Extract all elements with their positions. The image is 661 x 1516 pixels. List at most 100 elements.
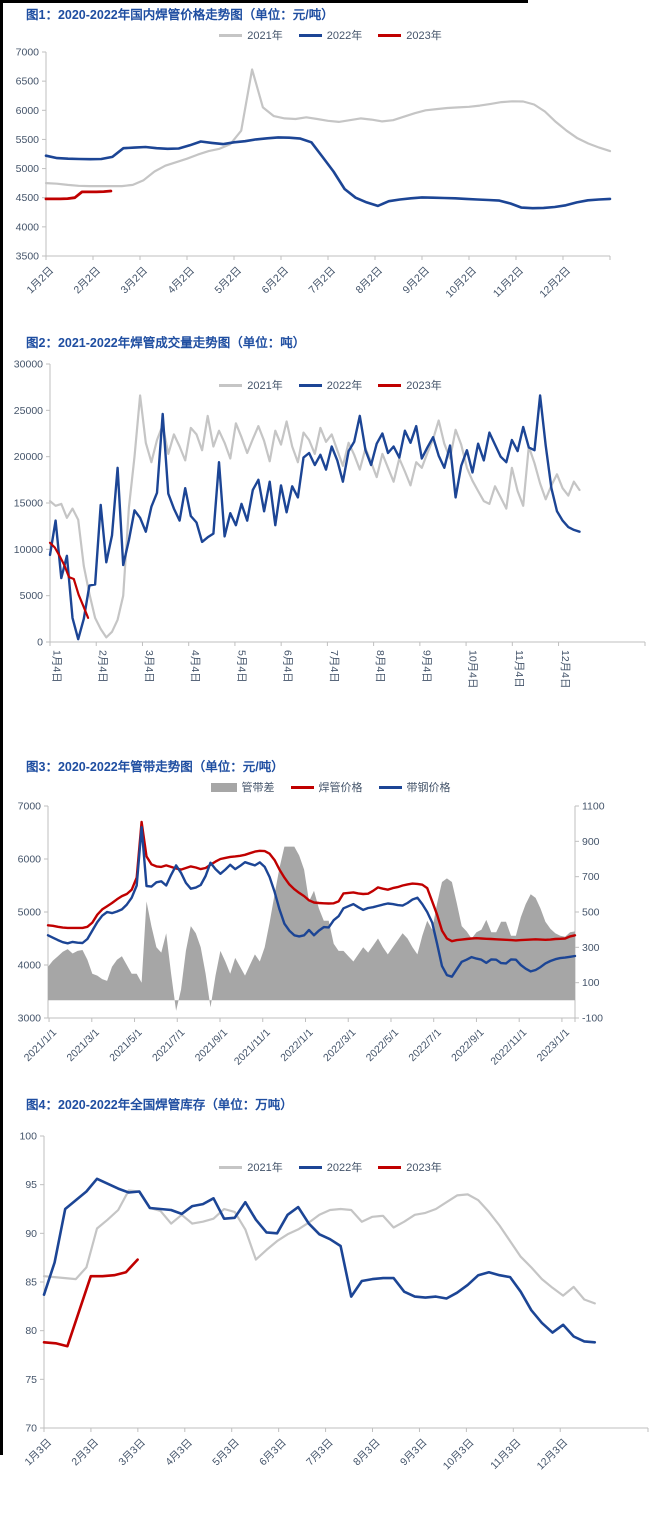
table-border-top xyxy=(0,0,528,3)
svg-text:5月4日: 5月4日 xyxy=(235,650,247,683)
svg-text:4月2日: 4月2日 xyxy=(166,265,198,297)
svg-text:1月4日: 1月4日 xyxy=(51,650,63,683)
legend-swatch-line xyxy=(378,1165,402,1169)
svg-text:4500: 4500 xyxy=(16,192,40,204)
svg-text:8月2日: 8月2日 xyxy=(354,265,386,297)
legend-swatch-line xyxy=(378,383,402,387)
svg-text:70: 70 xyxy=(25,1423,37,1435)
legend-swatch-line xyxy=(219,1165,243,1169)
legend-item: 2021年 xyxy=(219,1159,283,1175)
legend-item: 2023年 xyxy=(378,377,442,393)
svg-text:2023/1/1: 2023/1/1 xyxy=(535,1027,572,1064)
svg-text:5500: 5500 xyxy=(16,134,40,146)
svg-text:300: 300 xyxy=(582,942,600,954)
legend-item: 管带差 xyxy=(210,779,275,795)
svg-text:11月4日: 11月4日 xyxy=(513,650,525,688)
svg-text:1月3日: 1月3日 xyxy=(23,1437,55,1469)
chart2-canvas: 0 5000 10000 15000 20000 25000 30000 1月4日 2月4日 3月… xyxy=(14,359,646,689)
legend-label: 管带差 xyxy=(241,782,275,794)
svg-text:7000: 7000 xyxy=(18,801,42,813)
legend-label: 2022年 xyxy=(326,30,363,42)
svg-text:8月4日: 8月4日 xyxy=(374,650,386,683)
svg-text:90: 90 xyxy=(25,1228,37,1240)
legend-swatch-area xyxy=(210,782,237,792)
svg-text:2022/7/1: 2022/7/1 xyxy=(406,1027,443,1064)
chart2-legend: 2021年 2022年 2023年 xyxy=(0,376,661,394)
svg-text:2021/11/1: 2021/11/1 xyxy=(232,1027,273,1068)
svg-text:-100: -100 xyxy=(582,1013,603,1025)
table-border-left xyxy=(0,0,3,1455)
svg-text:2022/1/1: 2022/1/1 xyxy=(278,1027,315,1064)
legend-swatch-line xyxy=(298,383,322,387)
chart4-title: 图4：2020-2022年全国焊管库存（单位：万吨） xyxy=(26,1098,293,1112)
legend-label: 带钢价格 xyxy=(406,782,451,794)
svg-text:10月3日: 10月3日 xyxy=(441,1437,477,1473)
svg-text:2月4日: 2月4日 xyxy=(97,650,109,683)
svg-text:10月4日: 10月4日 xyxy=(467,650,479,689)
legend-swatch-line xyxy=(290,785,314,789)
svg-text:5000: 5000 xyxy=(20,590,44,602)
svg-text:6月2日: 6月2日 xyxy=(260,265,292,297)
svg-text:11月2日: 11月2日 xyxy=(491,265,526,300)
chart3-title: 图3：2020-2022年管带走势图（单位：元/吨） xyxy=(26,760,284,774)
legend-label: 2021年 xyxy=(247,30,283,42)
chart1-canvas: 3500 4000 4500 5000 5500 6000 6500 7000 1月2日 2月2日… xyxy=(16,47,612,300)
svg-text:100: 100 xyxy=(582,977,600,989)
legend-label: 2021年 xyxy=(247,380,283,392)
svg-text:30000: 30000 xyxy=(14,359,43,371)
legend-item: 2022年 xyxy=(298,377,363,393)
svg-text:5000: 5000 xyxy=(18,907,42,919)
legend-label: 2023年 xyxy=(406,1162,442,1174)
svg-text:2021/5/1: 2021/5/1 xyxy=(107,1027,144,1064)
svg-text:12月2日: 12月2日 xyxy=(537,265,573,300)
svg-text:2021/7/1: 2021/7/1 xyxy=(150,1027,187,1064)
svg-text:3500: 3500 xyxy=(16,251,40,263)
svg-text:900: 900 xyxy=(582,836,600,848)
chart4-canvas: 70 75 80 85 90 95 100 1月3日 2月3日 3月3日 4月3日 5月3日 6月3日 7… xyxy=(19,1131,649,1473)
svg-text:1月2日: 1月2日 xyxy=(25,265,57,297)
svg-text:11月3日: 11月3日 xyxy=(488,1437,523,1472)
svg-text:1100: 1100 xyxy=(582,801,605,813)
legend-item: 2022年 xyxy=(298,27,363,43)
legend-item: 2022年 xyxy=(298,1159,362,1175)
svg-text:8月3日: 8月3日 xyxy=(351,1437,383,1469)
svg-text:12月4日: 12月4日 xyxy=(559,650,571,689)
svg-text:80: 80 xyxy=(25,1325,37,1337)
legend-swatch-line xyxy=(219,33,243,37)
chart1-legend: 2021年 2022年 2023年 xyxy=(0,26,661,44)
svg-text:4月4日: 4月4日 xyxy=(189,650,201,683)
svg-text:2月2日: 2月2日 xyxy=(72,265,104,297)
legend-swatch-line xyxy=(298,1165,322,1169)
legend-swatch-line xyxy=(378,785,402,789)
svg-text:2022/5/1: 2022/5/1 xyxy=(364,1027,401,1064)
svg-text:2021/3/1: 2021/3/1 xyxy=(65,1027,102,1064)
svg-text:85: 85 xyxy=(25,1277,37,1289)
legend-item: 带钢价格 xyxy=(378,779,451,795)
svg-text:12月3日: 12月3日 xyxy=(535,1437,571,1473)
svg-text:6500: 6500 xyxy=(16,76,40,88)
svg-text:700: 700 xyxy=(582,871,600,883)
legend-label: 2023年 xyxy=(406,30,442,42)
legend-label: 2022年 xyxy=(326,380,363,392)
svg-text:7月2日: 7月2日 xyxy=(307,265,339,297)
svg-text:25000: 25000 xyxy=(14,405,43,417)
legend-label: 2023年 xyxy=(406,380,442,392)
svg-text:5月3日: 5月3日 xyxy=(210,1437,242,1469)
svg-text:5月2日: 5月2日 xyxy=(213,265,245,297)
svg-text:75: 75 xyxy=(25,1374,37,1386)
svg-text:0: 0 xyxy=(37,637,43,649)
svg-text:7000: 7000 xyxy=(16,47,40,59)
chart4-legend: 2021年 2022年 2023年 xyxy=(0,1158,661,1176)
svg-text:500: 500 xyxy=(582,907,600,919)
chart3-legend: 管带差 焊管价格 带钢价格 xyxy=(0,778,661,796)
svg-text:6000: 6000 xyxy=(18,854,42,866)
svg-text:4月3日: 4月3日 xyxy=(163,1437,195,1469)
legend-item: 2023年 xyxy=(378,27,442,43)
svg-text:2022/11/1: 2022/11/1 xyxy=(488,1027,529,1068)
svg-text:3月3日: 3月3日 xyxy=(116,1437,148,1469)
svg-text:4000: 4000 xyxy=(16,221,40,233)
figure-volume-trend: 图2：2021-2022年焊管成交量走势图（单位：吨） 2021年 2022年 20… xyxy=(0,334,661,728)
figure-pipe-inventory: 图4：2020-2022年全国焊管库存（单位：万吨） 2021年 2022年 202… xyxy=(0,1096,661,1512)
svg-text:20000: 20000 xyxy=(14,451,43,463)
svg-text:7月3日: 7月3日 xyxy=(304,1437,336,1469)
